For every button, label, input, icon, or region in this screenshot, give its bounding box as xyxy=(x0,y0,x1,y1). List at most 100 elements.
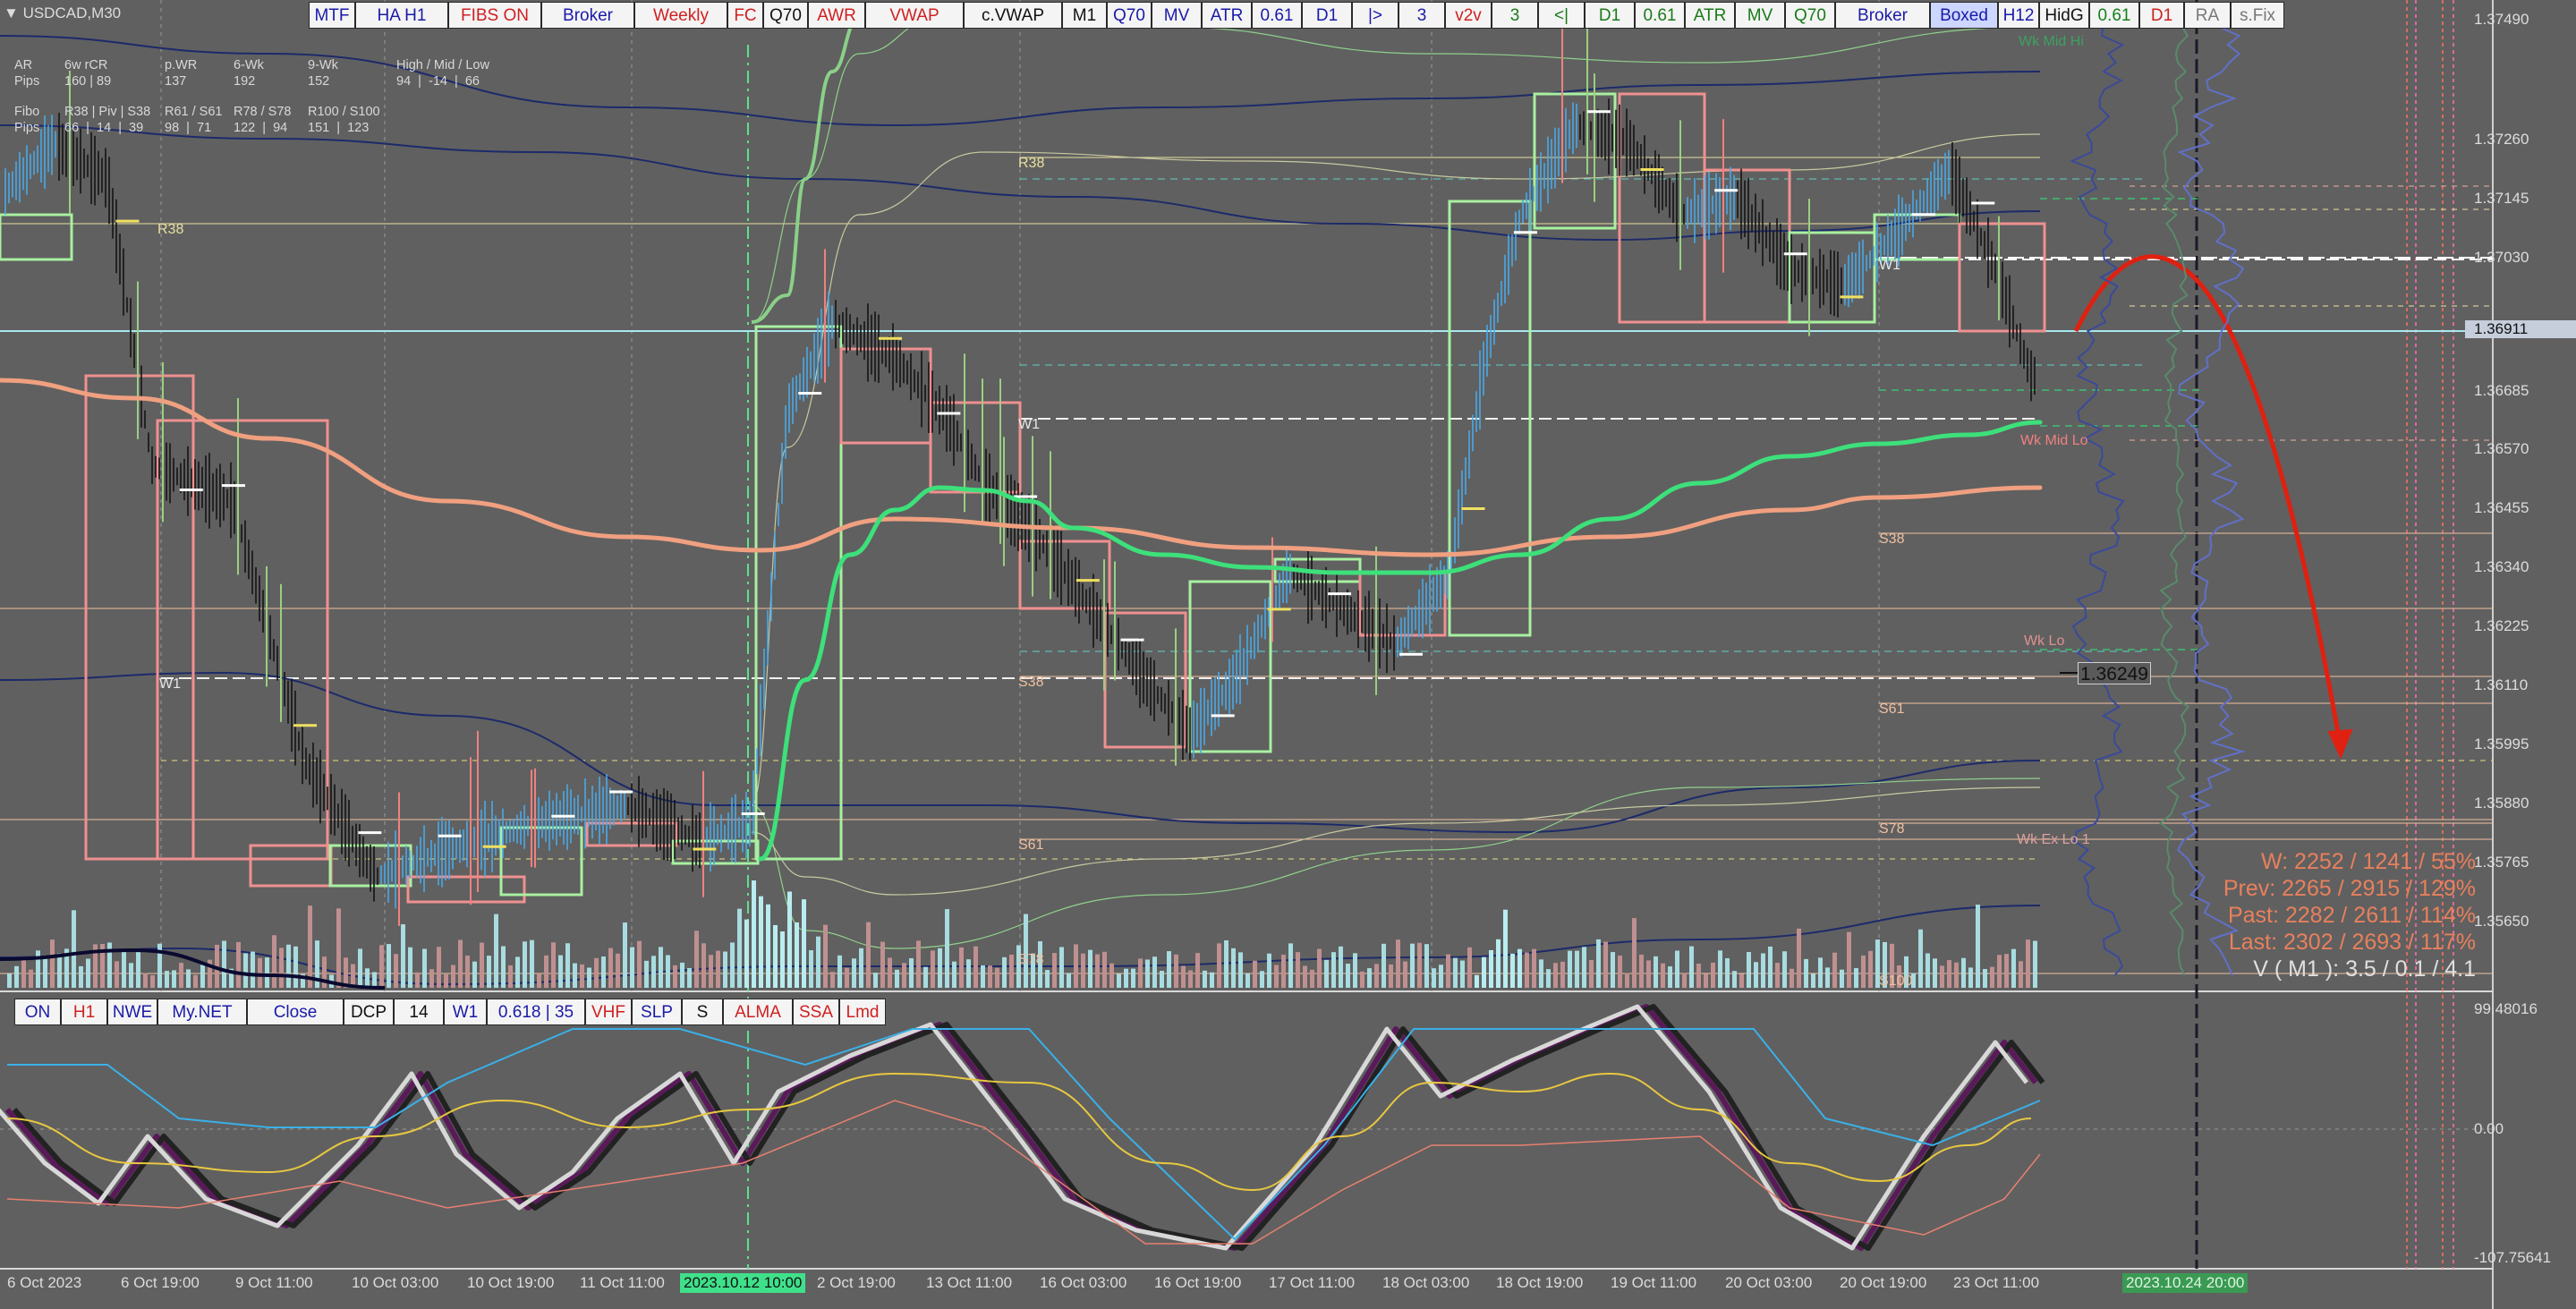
toolbar-button-d1[interactable]: D1 xyxy=(1585,2,1635,29)
symbol-title[interactable]: ▼ USDCAD,M30 xyxy=(4,4,121,22)
toolbar-button-atr[interactable]: ATR xyxy=(1202,2,1252,29)
toolbar-button-weekly[interactable]: Weekly xyxy=(634,2,727,29)
volume-bar xyxy=(501,946,506,988)
candle-series xyxy=(4,21,2036,926)
volume-bar xyxy=(157,943,162,988)
yellow-osc-line xyxy=(6,1072,2032,1192)
volume-bar xyxy=(1331,952,1336,988)
volume-bar xyxy=(1639,954,1644,988)
toolbar-button-fibs-on[interactable]: FIBS ON xyxy=(448,2,541,29)
toolbar-button-h12[interactable]: H12 xyxy=(1998,2,2039,29)
toolbar-button-broker[interactable]: Broker xyxy=(541,2,634,29)
sub-toolbar-button-on[interactable]: ON xyxy=(14,999,61,1025)
volume-bar xyxy=(72,910,76,988)
volume-bar xyxy=(709,955,713,988)
volume-bar xyxy=(1868,950,1873,988)
toolbar-button-ra[interactable]: RA xyxy=(2184,2,2231,29)
price-marker-label[interactable]: 1.36249 xyxy=(2078,662,2151,684)
volume-bar xyxy=(716,950,720,988)
slow-moving-average xyxy=(0,378,2043,557)
sub-toolbar-button-0-618-35[interactable]: 0.618 | 35 xyxy=(487,999,585,1025)
toolbar-button-[interactable]: <| xyxy=(1538,2,1585,29)
toolbar-button-fc[interactable]: FC xyxy=(727,2,763,29)
toolbar-button-q70[interactable]: Q70 xyxy=(763,2,808,29)
sub-toolbar-button-ssa[interactable]: SSA xyxy=(793,999,839,1025)
volume-bar xyxy=(931,950,935,988)
toolbar-button-0-61[interactable]: 0.61 xyxy=(1635,2,1685,29)
toolbar-button-c-vwap[interactable]: c.VWAP xyxy=(964,2,1062,29)
sub-toolbar-button-slp[interactable]: SLP xyxy=(632,999,682,1025)
sub-toolbar-button-lmd[interactable]: Lmd xyxy=(839,999,886,1025)
price-axis-label: 1.37490 xyxy=(2474,11,2529,28)
toolbar-button-broker[interactable]: Broker xyxy=(1835,2,1930,29)
volume-bar xyxy=(2004,954,2009,988)
toolbar-button-mv[interactable]: MV xyxy=(1152,2,1202,29)
volume-bar xyxy=(472,961,477,988)
toolbar-button-d1[interactable]: D1 xyxy=(1302,2,1352,29)
toolbar-button-s-fix[interactable]: s.Fix xyxy=(2231,2,2284,29)
toolbar-button-m1[interactable]: M1 xyxy=(1062,2,1107,29)
info-past: Past: 2282 / 2611 / 114% xyxy=(2227,903,2476,928)
sub-toolbar-button-nwe[interactable]: NWE xyxy=(107,999,157,1025)
volume-bar xyxy=(480,942,484,988)
toolbar-button-mtf[interactable]: MTF xyxy=(309,2,355,29)
volume-bar xyxy=(973,946,978,988)
sub-toolbar-button-w1[interactable]: W1 xyxy=(444,999,487,1025)
toolbar-button-[interactable]: |> xyxy=(1352,2,1399,29)
toolbar-button-ha-h1[interactable]: HA H1 xyxy=(355,2,448,29)
forecast-curve xyxy=(2073,254,2342,744)
volume-bar xyxy=(988,965,992,988)
time-axis-label: 20 Oct 03:00 xyxy=(1725,1274,1813,1291)
band-khaki-2 xyxy=(751,786,2041,896)
toolbar-button-awr[interactable]: AWR xyxy=(808,2,865,29)
sub-toolbar-button-s[interactable]: S xyxy=(682,999,723,1025)
toolbar-button-hidg[interactable]: HidG xyxy=(2039,2,2089,29)
level-s38-right: S38 xyxy=(1879,531,1905,547)
stats-cell: Fibo xyxy=(14,105,40,119)
fast-moving-average xyxy=(758,420,2043,862)
volume-bar xyxy=(344,957,348,988)
volume-bar xyxy=(752,880,756,988)
volume-bar xyxy=(895,969,899,988)
volume-bar xyxy=(1167,951,1171,988)
toolbar-button-q70[interactable]: Q70 xyxy=(1107,2,1152,29)
sub-toolbar-button-alma[interactable]: ALMA xyxy=(723,999,793,1025)
toolbar-button-v2v[interactable]: v2v xyxy=(1445,2,1492,29)
volume-bar xyxy=(150,974,155,988)
toolbar-button-vwap[interactable]: VWAP xyxy=(865,2,964,29)
sub-toolbar-button-dcp[interactable]: DCP xyxy=(344,999,394,1025)
toolbar-button-3[interactable]: 3 xyxy=(1492,2,1538,29)
volume-bar xyxy=(587,967,591,988)
toolbar-button-q70[interactable]: Q70 xyxy=(1785,2,1835,29)
indicator-toolbar-sub: ON H1 NWE My.NET Close DCP 14 W1 0.618 | 35 VHF SL… xyxy=(14,999,886,1025)
volume-bar xyxy=(1568,950,1572,988)
sub-toolbar-button-vhf[interactable]: VHF xyxy=(585,999,632,1025)
toolbar-button-atr[interactable]: ATR xyxy=(1685,2,1735,29)
sub-toolbar-button-close[interactable]: Close xyxy=(247,999,344,1025)
toolbar-button-mv[interactable]: MV xyxy=(1735,2,1785,29)
sub-toolbar-button-h1[interactable]: H1 xyxy=(61,999,107,1025)
stats-cell: R38 | Piv | S38 xyxy=(64,105,151,119)
band-green-2 xyxy=(751,778,2041,949)
toolbar-button-0-61[interactable]: 0.61 xyxy=(2089,2,2139,29)
volume-bar xyxy=(1539,959,1543,988)
toolbar-button-0-61[interactable]: 0.61 xyxy=(1252,2,1302,29)
collapse-triangle-icon[interactable]: ▼ xyxy=(4,4,19,21)
toolbar-button-3[interactable]: 3 xyxy=(1399,2,1445,29)
volume-bar xyxy=(487,956,491,988)
toolbar-button-boxed[interactable]: Boxed xyxy=(1930,2,1998,29)
sub-toolbar-button-my-net[interactable]: My.NET xyxy=(157,999,247,1025)
volume-bar xyxy=(608,948,613,988)
volume-bar xyxy=(336,908,341,988)
sub-toolbar-button-14[interactable]: 14 xyxy=(394,999,444,1025)
volume-bar xyxy=(837,955,842,988)
volume-bar xyxy=(1696,963,1701,988)
volume-bar xyxy=(995,967,999,988)
toolbar-button-d1[interactable]: D1 xyxy=(2139,2,2184,29)
level-s61-right: S61 xyxy=(1879,701,1905,717)
volume-bar xyxy=(1339,946,1343,988)
volume-bar xyxy=(1195,953,1200,988)
volume-bar xyxy=(1947,960,1951,988)
